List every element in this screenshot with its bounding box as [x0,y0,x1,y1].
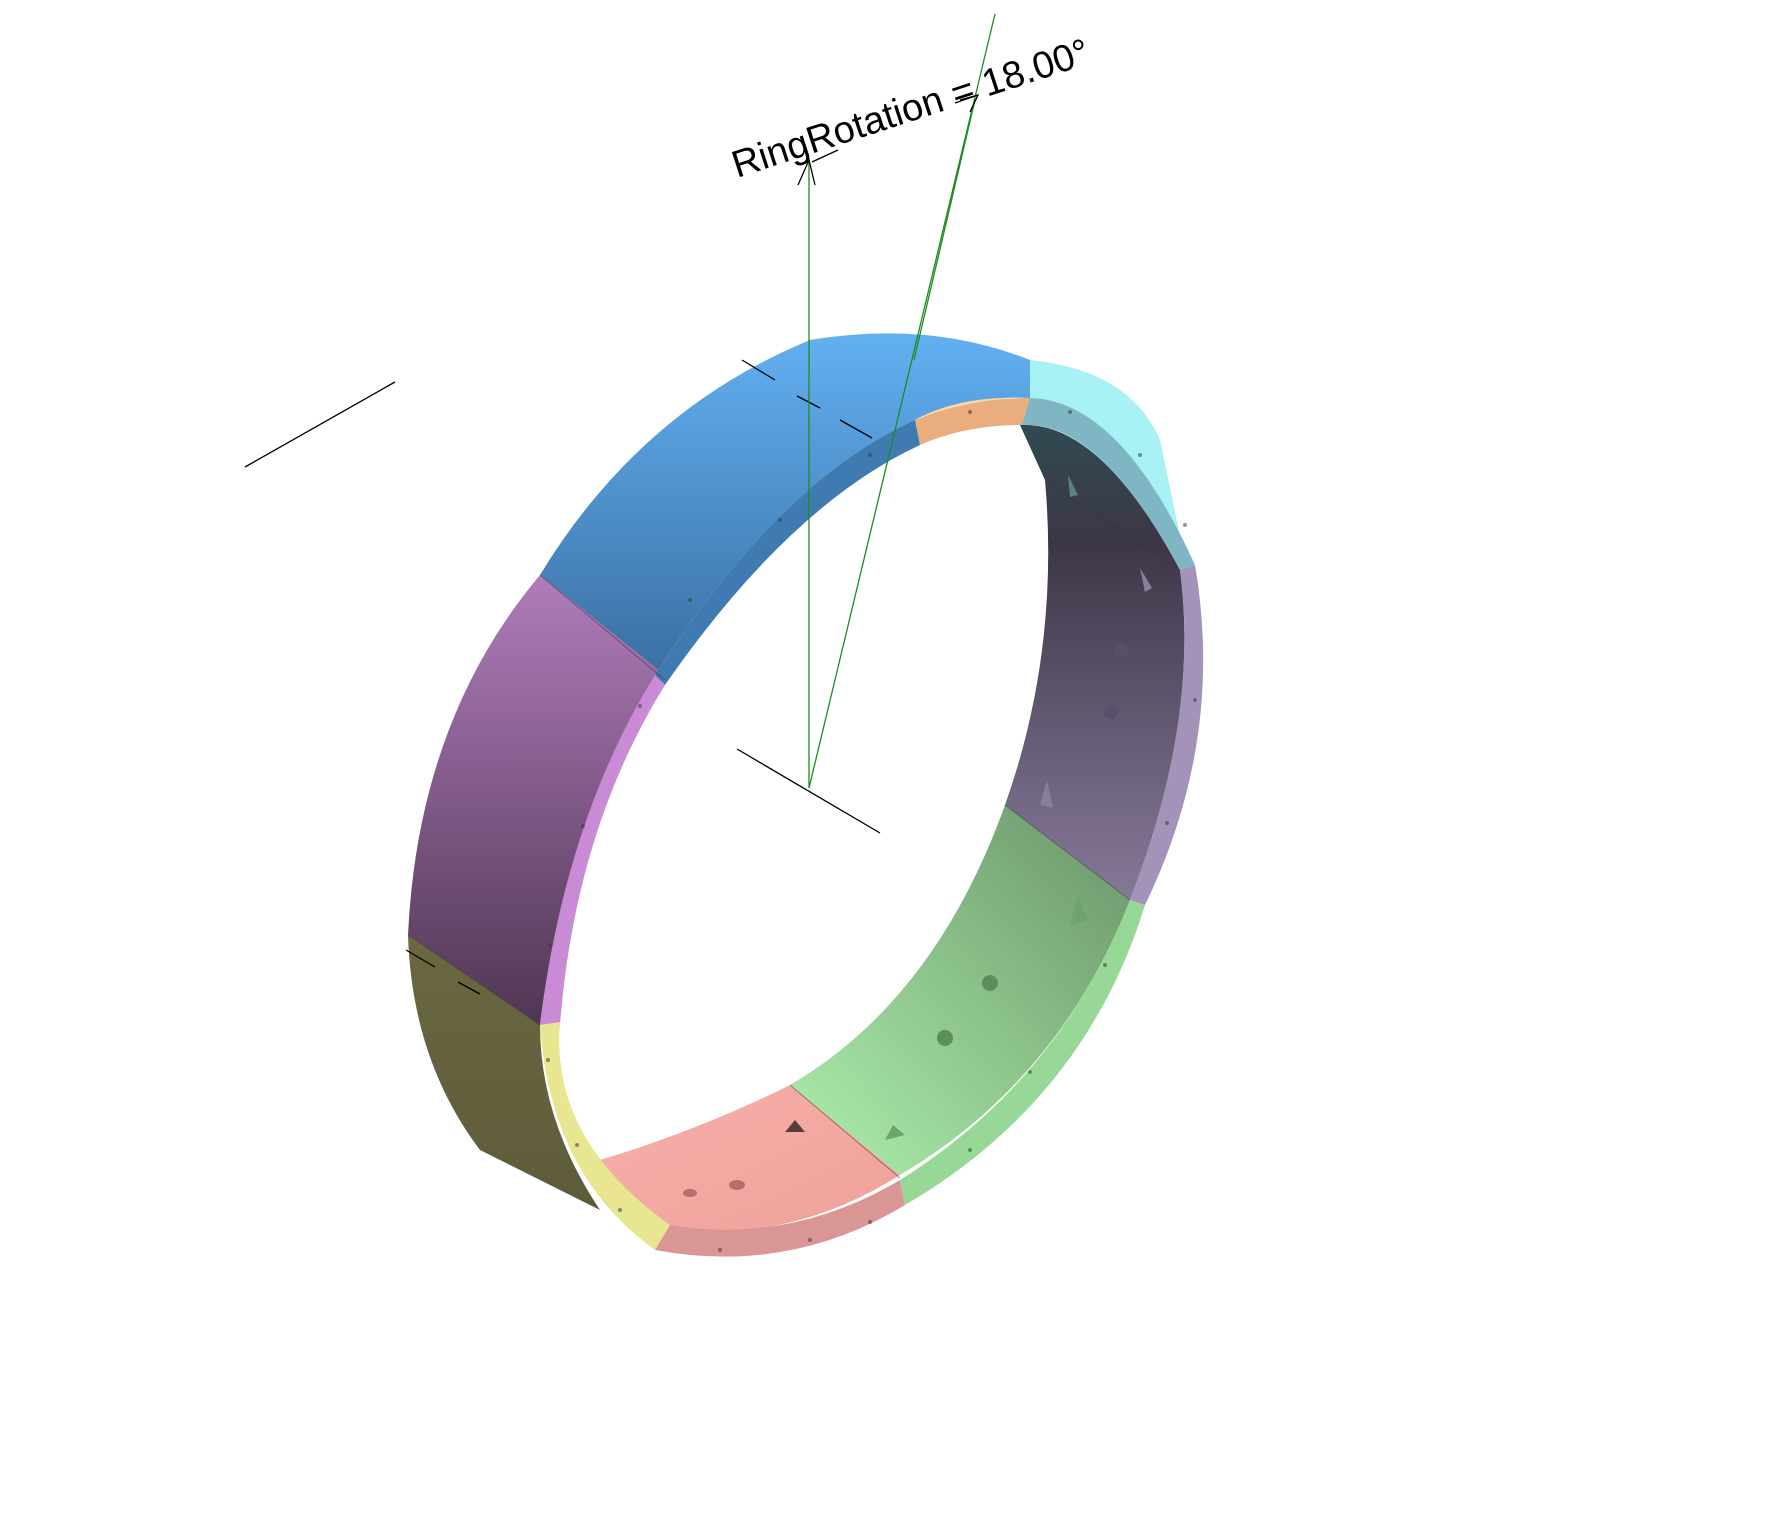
rim-segment-salmon[interactable] [655,1180,905,1257]
ring-holes [683,475,1152,1197]
axis-line [244,381,396,468]
rim-segment-blue[interactable] [655,420,920,685]
axis-dash [741,359,776,381]
rim-segment-green[interactable] [900,900,1145,1205]
slot-cutout[interactable] [1040,780,1053,808]
slot-cutout[interactable] [885,1125,905,1140]
inner-segment-green[interactable] [790,805,1130,1175]
slot-cutout[interactable] [1140,568,1152,592]
hole[interactable] [1114,643,1128,657]
slot-cutout[interactable] [1068,475,1078,497]
hole[interactable] [937,1030,953,1046]
ring-rotation-label[interactable]: RingRotation = 18.00° [727,31,1095,186]
axis-line [736,748,881,834]
hole[interactable] [1104,705,1118,719]
ring-outer-surface [408,333,1185,1210]
rim-segment-orange[interactable] [915,398,1030,445]
rim-segment-yellow[interactable] [540,1022,670,1250]
extension-line-rotated [808,13,996,789]
ring-front-rim [540,398,1204,1257]
rim-segment-teal[interactable] [1022,398,1195,570]
hole[interactable] [982,975,998,991]
slot-cutout[interactable] [1070,895,1088,925]
inner-segment-salmon[interactable] [600,1085,900,1233]
slot-cutout[interactable] [785,1120,805,1132]
rim-segment-lavender[interactable] [1130,565,1204,905]
hole[interactable] [683,1189,697,1197]
hole[interactable] [729,1180,745,1190]
ring-segment-olive[interactable] [408,935,600,1210]
dimension-ring-rotation[interactable] [808,13,996,789]
ring-segment-purple[interactable] [408,575,665,1025]
ring-segment-blue[interactable] [540,333,1030,675]
extension-line-rotated-lower [913,99,976,361]
rim-segment-pink[interactable] [540,675,665,1025]
axis-dash [457,981,481,995]
axis-dash [405,949,436,968]
dimension-arc [797,93,980,186]
rim-fastener-dots [546,410,1197,1252]
segment-boundaries [407,479,1181,1179]
axis-dash [839,419,873,439]
